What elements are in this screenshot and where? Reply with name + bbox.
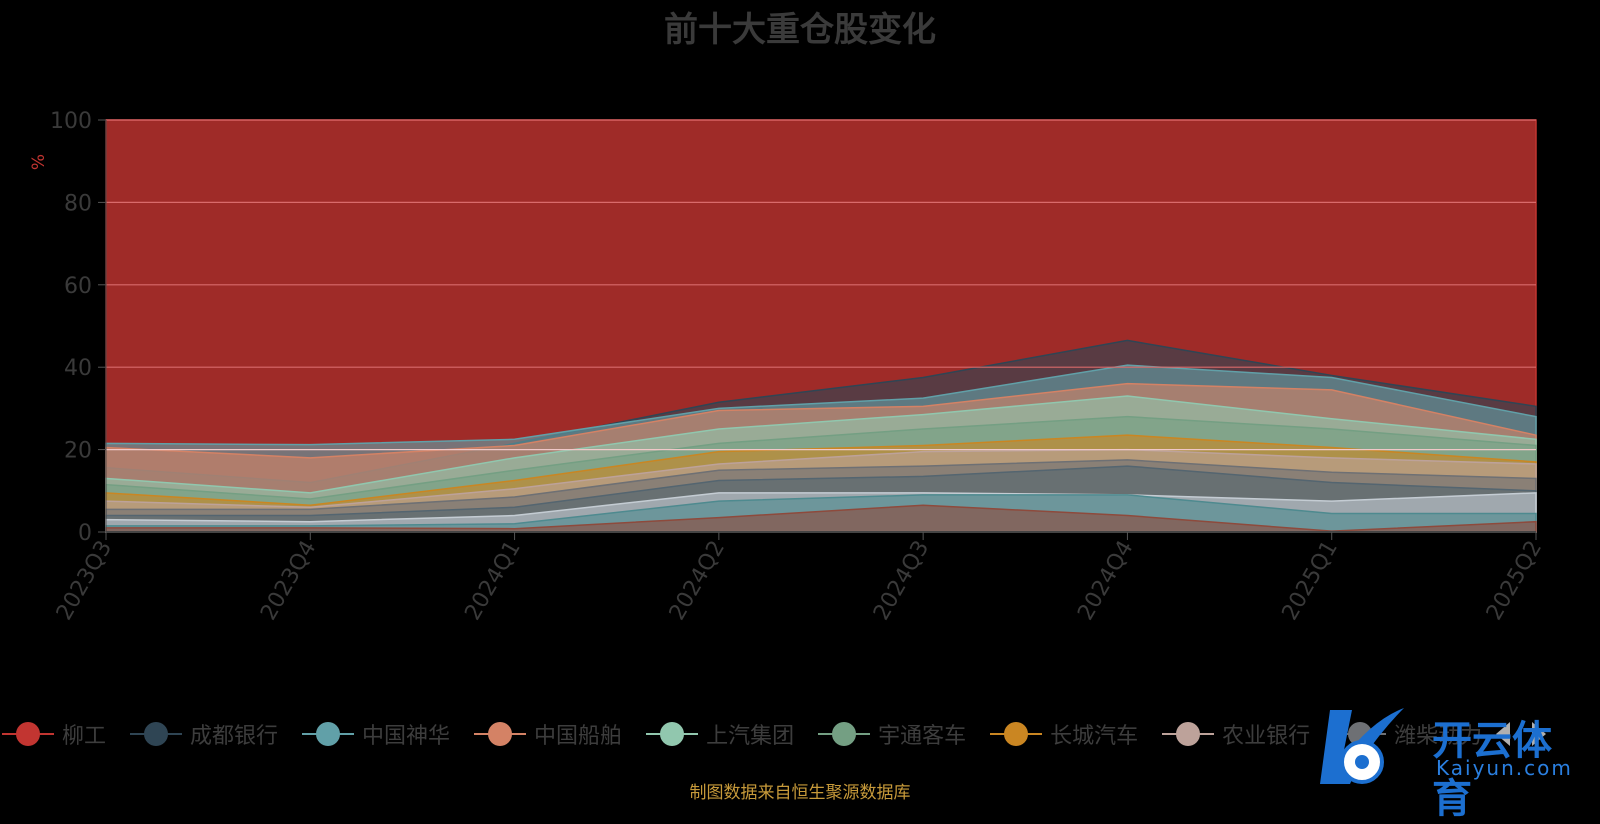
x-tick-label: 2023Q4 <box>256 537 321 625</box>
legend-label: 上汽集团 <box>706 718 794 750</box>
legend-marker-icon <box>302 722 354 746</box>
legend-item[interactable]: 宇通客车 <box>818 718 966 750</box>
x-tick-label: 2024Q1 <box>460 537 525 625</box>
y-tick-label: 0 <box>78 521 92 546</box>
legend-item[interactable]: 中国船舶 <box>474 718 622 750</box>
y-axis-label: % <box>29 154 49 170</box>
y-tick-label: 60 <box>64 274 92 299</box>
series-areas <box>106 120 1536 532</box>
x-tick-label: 2024Q2 <box>665 537 730 625</box>
area-chart: 0 20 40 60 80 100% 2023Q3 2023Q4 2024Q1 2024Q2 202… <box>0 0 1600 700</box>
legend-item[interactable]: 成都银行 <box>130 718 278 750</box>
legend-label: 成都银行 <box>190 718 278 750</box>
legend-label: 长城汽车 <box>1050 718 1138 750</box>
legend-marker-icon <box>1162 722 1214 746</box>
legend-label: 柳工 <box>62 718 106 750</box>
legend-marker-icon <box>474 722 526 746</box>
legend-marker-icon <box>646 722 698 746</box>
legend-item[interactable]: 中国神华 <box>302 718 450 750</box>
legend-label: 宇通客车 <box>878 718 966 750</box>
y-tick-label: 40 <box>64 356 92 381</box>
watermark-en-text: Kaiyun.com <box>1436 756 1573 780</box>
legend-item[interactable]: 长城汽车 <box>990 718 1138 750</box>
legend: 柳工 成都银行 中国神华 中国船舶 上汽集团 宇通客车 长城汽车 农业银行 潍柴动力 <box>0 712 1520 756</box>
y-tick-label: 20 <box>64 439 92 464</box>
legend-item[interactable]: 农业银行 <box>1162 718 1310 750</box>
x-tick-label: 2024Q3 <box>869 537 934 625</box>
legend-marker-icon <box>130 722 182 746</box>
legend-item[interactable]: 上汽集团 <box>646 718 794 750</box>
y-tick-label: 100 <box>50 109 92 134</box>
x-tick-label: 2024Q4 <box>1073 537 1138 625</box>
legend-item[interactable]: 柳工 <box>2 718 106 750</box>
x-tick-label: 2023Q3 <box>52 537 117 625</box>
x-tick-label: 2025Q1 <box>1278 537 1343 625</box>
y-tick-label: 80 <box>64 191 92 216</box>
legend-label: 中国神华 <box>362 718 450 750</box>
legend-label: 农业银行 <box>1222 718 1310 750</box>
legend-label: 中国船舶 <box>534 718 622 750</box>
legend-marker-icon <box>990 722 1042 746</box>
legend-marker-icon <box>2 722 54 746</box>
source-footer: 制图数据来自恒生聚源数据库 <box>0 778 1600 803</box>
legend-marker-icon <box>818 722 870 746</box>
x-tick-label: 2025Q2 <box>1482 537 1547 625</box>
